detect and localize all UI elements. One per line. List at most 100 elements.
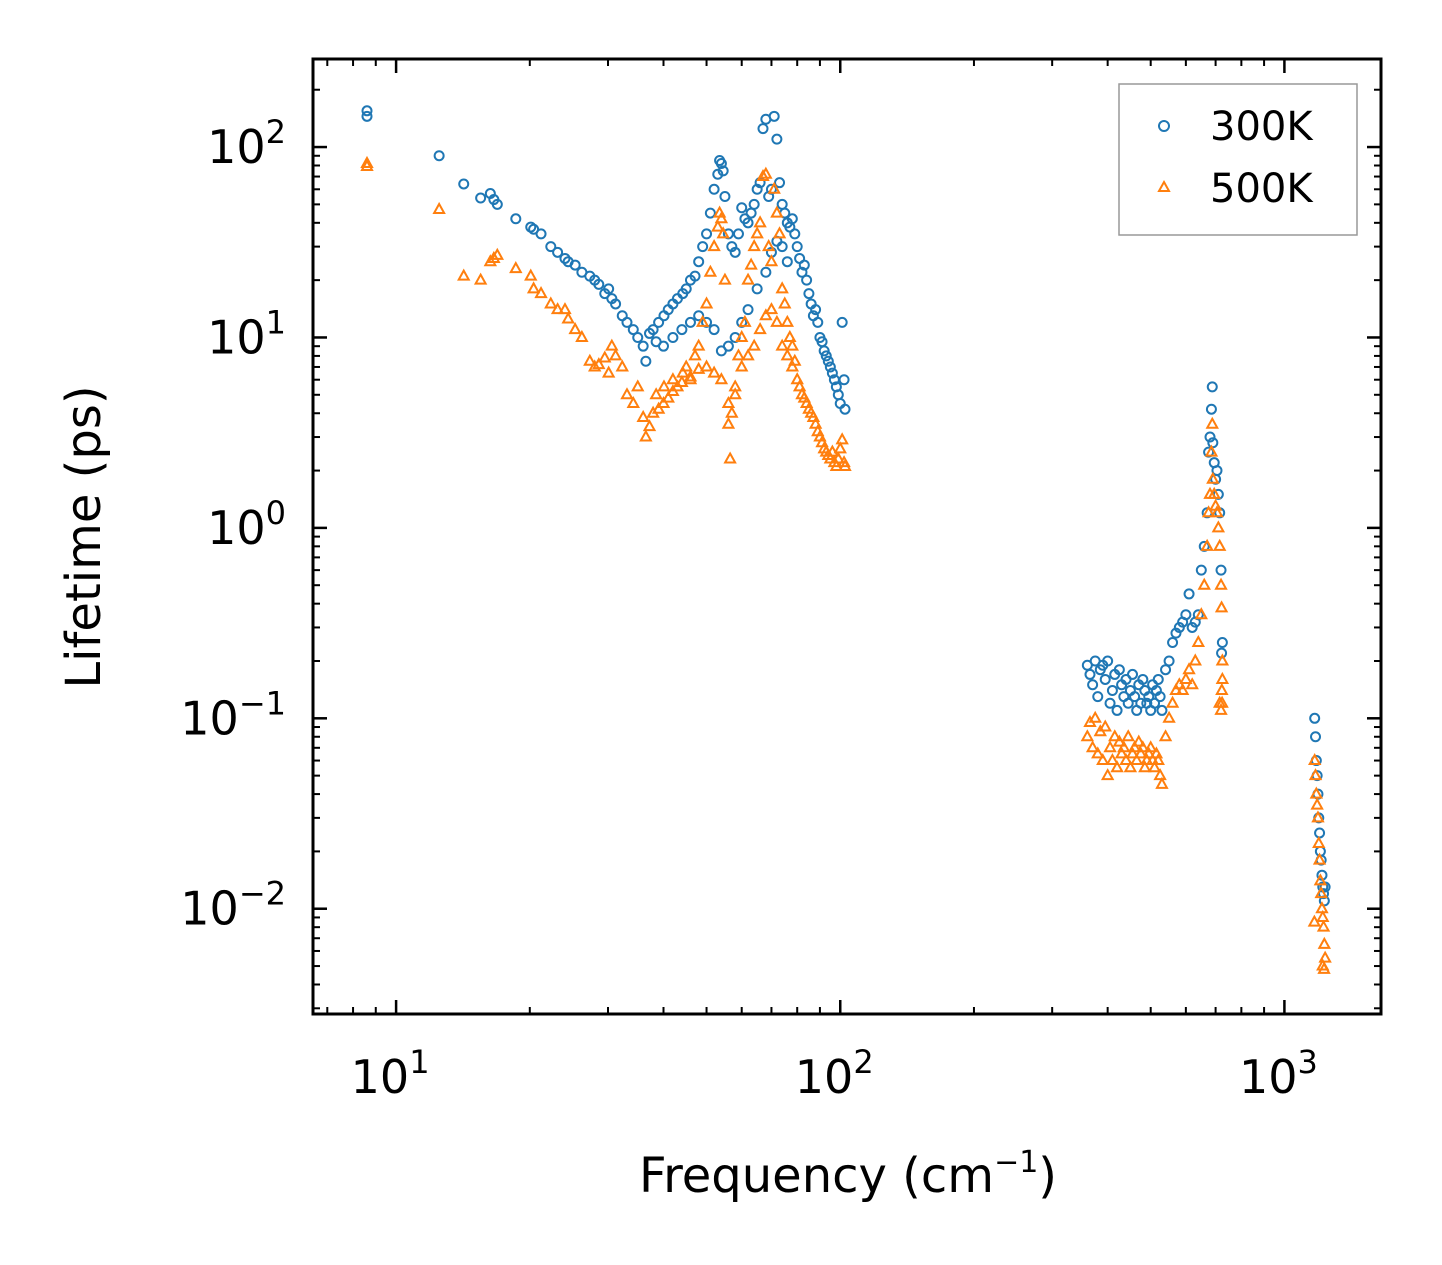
data-point-500k bbox=[473, 272, 488, 285]
data-point-500k bbox=[1132, 734, 1146, 747]
data-point-500k bbox=[550, 302, 565, 315]
data-point-500k bbox=[808, 416, 823, 429]
data-point-300k bbox=[742, 217, 754, 229]
x-axis-title: Frequency (cm−1) bbox=[639, 1145, 1057, 1204]
data-point-300k bbox=[751, 283, 763, 295]
data-point-300k bbox=[569, 259, 581, 271]
data-point-300k bbox=[458, 178, 470, 190]
data-point-500k bbox=[1153, 768, 1167, 781]
data-point-300k bbox=[693, 256, 705, 268]
data-point-300k bbox=[1156, 704, 1168, 716]
data-point-500k bbox=[1080, 729, 1095, 742]
data-point-500k bbox=[691, 361, 706, 374]
data-point-500k bbox=[608, 348, 623, 361]
data-point-300k bbox=[552, 246, 564, 258]
data-point-300k bbox=[658, 340, 670, 352]
data-point-300k bbox=[786, 213, 798, 225]
data-point-500k bbox=[721, 395, 736, 409]
data-point-500k bbox=[756, 168, 770, 182]
data-point-500k bbox=[831, 451, 846, 464]
data-point-500k bbox=[1207, 486, 1221, 499]
data-point-500k bbox=[731, 348, 746, 361]
data-point-500k bbox=[683, 369, 698, 382]
legend-box bbox=[1118, 83, 1358, 236]
data-point-500k bbox=[657, 379, 671, 392]
x-tick-label-exp: 3 bbox=[1297, 1043, 1317, 1081]
y-axis-title: Lifetime (ps) bbox=[56, 385, 112, 688]
data-point-500k bbox=[679, 359, 693, 372]
data-point-500k bbox=[780, 314, 795, 327]
data-point-300k bbox=[757, 123, 769, 135]
data-point-500k bbox=[1314, 886, 1328, 899]
legend: 300K 500K bbox=[1118, 83, 1358, 236]
data-point-500k bbox=[1119, 752, 1133, 766]
data-point-500k bbox=[759, 166, 773, 179]
data-point-300k bbox=[1129, 691, 1141, 703]
data-point-500k bbox=[1310, 797, 1324, 810]
data-point-500k bbox=[1311, 810, 1325, 823]
legend-label-500k: 500K bbox=[1210, 166, 1314, 212]
data-point-500k bbox=[711, 219, 725, 232]
data-point-500k bbox=[699, 296, 714, 309]
data-point-500k bbox=[1191, 634, 1206, 648]
data-point-500k bbox=[1197, 577, 1211, 590]
data-point-500k bbox=[524, 268, 538, 281]
data-point-500k bbox=[759, 308, 773, 321]
data-point-300k bbox=[774, 177, 786, 189]
y-tick-label: 100 bbox=[207, 494, 286, 555]
y-tick-label-base: 10 bbox=[207, 120, 266, 174]
data-point-300k bbox=[1122, 697, 1134, 709]
data-point-300k bbox=[1104, 697, 1116, 709]
legend-label-300k: 300K bbox=[1210, 104, 1314, 150]
y-tick-label-base: 10 bbox=[180, 882, 239, 936]
data-point-500k bbox=[723, 451, 737, 464]
data-point-300k bbox=[1137, 673, 1149, 685]
data-point-500k bbox=[783, 329, 797, 342]
data-point-300k bbox=[826, 367, 838, 379]
data-point-300k bbox=[708, 183, 720, 195]
y-tick-label-exp: −1 bbox=[239, 684, 286, 722]
data-point-300k bbox=[621, 316, 633, 328]
data-point-500k bbox=[1127, 740, 1142, 753]
data-point-500k bbox=[1212, 538, 1227, 551]
data-point-500k bbox=[666, 372, 680, 385]
data-point-300k bbox=[545, 241, 557, 253]
data-point-500k bbox=[1316, 919, 1331, 932]
data-point-500k bbox=[750, 226, 764, 239]
data-point-500k bbox=[753, 215, 767, 228]
y-tick-label-base: 10 bbox=[180, 691, 239, 745]
data-point-300k bbox=[1102, 655, 1114, 667]
data-point-300k bbox=[1113, 664, 1125, 676]
data-point-500k bbox=[1088, 710, 1102, 723]
data-point-500k bbox=[1313, 873, 1328, 886]
data-point-300k bbox=[525, 221, 537, 233]
data-point-300k bbox=[717, 165, 729, 177]
data-point-300k bbox=[1127, 668, 1139, 680]
data-point-500k bbox=[561, 311, 575, 324]
data-point-500k bbox=[790, 372, 804, 385]
data-point-500k bbox=[592, 357, 606, 370]
data-point-300k bbox=[818, 345, 830, 357]
data-point-300k bbox=[697, 241, 709, 253]
data-point-300k bbox=[798, 259, 810, 271]
data-point-500k bbox=[688, 348, 702, 361]
x-axis-title-suffix: ) bbox=[1038, 1148, 1057, 1204]
data-point-500k bbox=[1136, 740, 1150, 753]
data-point-300k bbox=[820, 350, 832, 362]
data-point-300k bbox=[361, 110, 373, 122]
data-point-500k bbox=[1204, 444, 1219, 457]
data-point-500k bbox=[741, 272, 755, 285]
data-point-500k bbox=[620, 387, 634, 400]
data-point-300k bbox=[839, 403, 851, 415]
x-tick-label-base: 10 bbox=[1239, 1050, 1298, 1104]
data-point-500k bbox=[1147, 760, 1162, 773]
y-tick-label-exp: 0 bbox=[266, 494, 286, 532]
data-point-500k bbox=[703, 264, 718, 277]
legend-marker-500k bbox=[1157, 179, 1171, 192]
data-point-500k bbox=[649, 387, 663, 400]
data-point-500k bbox=[1317, 936, 1332, 949]
data-point-300k bbox=[1092, 691, 1104, 703]
x-tick-label-exp: 2 bbox=[853, 1043, 873, 1081]
data-point-300k bbox=[593, 278, 605, 290]
